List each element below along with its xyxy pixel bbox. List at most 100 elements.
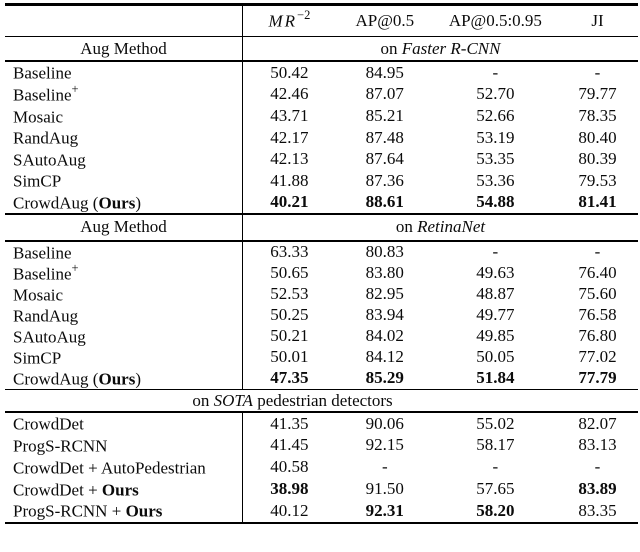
value-cell-ji: 79.77 (578, 84, 617, 104)
table-row: Baseline 50.42 84.95 - - (5, 62, 638, 84)
method-superscript: + (71, 261, 79, 275)
value-cell-ji: 80.39 (578, 149, 617, 169)
value-cell-ap05: 83.80 (365, 263, 404, 283)
method-superscript: + (71, 83, 79, 97)
value-cell-ji: 76.58 (578, 305, 617, 325)
method-name: CrowdDet + (13, 480, 102, 500)
banner-italic: SOTA (213, 390, 253, 410)
value-cells: 50.65 83.80 49.63 76.40 (242, 262, 638, 284)
value-cells: 52.53 82.95 48.87 75.60 (242, 283, 638, 305)
section-sota-detectors: CrowdDet 41.35 90.06 55.02 82.07 ProgS-RCNN… (5, 412, 638, 522)
value-cell-ji: 83.89 (578, 478, 617, 498)
table-row: SAutoAug 42.13 87.64 53.35 80.39 (5, 148, 638, 170)
value-cell-ap05: 80.83 (365, 242, 404, 262)
value-cells: 40.21 88.61 54.88 81.41 (242, 191, 638, 214)
value-cell-ji: 81.41 (578, 192, 617, 212)
method-cell: Baseline+ (5, 262, 242, 285)
section-title-prefix: on (380, 38, 402, 58)
table-row: CrowdDet 41.35 90.06 55.02 82.07 (5, 412, 638, 435)
column-header-row: MR−2 AP@0.5 AP@0.5:0.95 JI (5, 5, 638, 36)
value-cell-ap05095: 52.66 (476, 105, 515, 125)
value-cell-mr: 63.33 (270, 242, 309, 262)
method-name: CrowdDet + AutoPedestrian (13, 458, 206, 478)
value-cells: 41.45 92.15 58.17 83.13 (242, 434, 638, 457)
value-cell-ap05095: 58.20 (476, 500, 515, 520)
method-name: CrowdAug ( (13, 193, 99, 213)
method-cell: RandAug (5, 304, 242, 327)
table-row: SAutoAug 50.21 84.02 49.85 76.80 (5, 325, 638, 348)
method-name: Mosaic (13, 107, 64, 127)
method-name: Mosaic (13, 285, 64, 305)
value-cell-ji: 77.02 (578, 347, 617, 367)
value-cells: 47.35 85.29 51.84 77.79 (242, 367, 638, 389)
horizontal-rule-bottom (5, 521, 638, 525)
value-cell-ji: 76.80 (578, 326, 617, 346)
col-header-ap05: AP@0.5 (355, 10, 415, 30)
method-name-bold: Ours (125, 502, 163, 522)
method-name: ProgS-RCNN (13, 436, 108, 456)
method-cell: CrowdDet (5, 412, 242, 435)
table-row: Baseline+ 42.46 87.07 52.70 79.77 (5, 83, 638, 106)
col-header-mr: MR−2 (243, 8, 336, 32)
value-cell-ap05095: 49.77 (476, 305, 515, 325)
value-cell-ap05: 85.29 (365, 368, 404, 388)
method-cell: SAutoAug (5, 148, 242, 171)
sota-section-banner: on SOTA pedestrian detectors (0, 391, 609, 411)
value-cell-ap05: 84.95 (365, 62, 404, 82)
method-cell: CrowdDet + AutoPedestrian (5, 456, 242, 479)
value-cell-mr: 47.35 (270, 368, 309, 388)
table-row: CrowdDet + Ours 38.98 91.50 57.65 83.89 (5, 478, 638, 500)
value-cell-ap05095: 53.36 (476, 170, 515, 190)
method-cell: SAutoAug (5, 325, 242, 348)
value-cell-ji: 83.35 (578, 500, 617, 520)
banner-prefix: on (192, 390, 214, 410)
value-cell-ap05: 85.21 (365, 105, 404, 125)
value-cells: 50.01 84.12 50.05 77.02 (242, 346, 638, 368)
method-cell: Baseline (5, 61, 242, 84)
value-cell-ji: 78.35 (578, 105, 617, 125)
value-cells: 63.33 80.83 - - (242, 241, 638, 263)
table-row: CrowdAug (Ours) 47.35 85.29 51.84 77.79 (5, 367, 638, 389)
value-cell-ap05: 84.02 (365, 326, 404, 346)
section-faster-rcnn: Baseline 50.42 84.95 - - Baseline+ 42.46 87.… (5, 62, 638, 214)
value-cells: 50.42 84.95 - - (242, 62, 638, 84)
value-cell-mr: 40.12 (270, 500, 309, 520)
table-row: RandAug 42.17 87.48 53.19 80.40 (5, 126, 638, 149)
value-cell-ap05095: 57.65 (476, 478, 515, 498)
method-name: RandAug (13, 128, 79, 148)
value-cell-mr: 50.01 (270, 347, 309, 367)
value-cells: 41.88 87.36 53.36 79.53 (242, 169, 638, 192)
value-cell-mr: 50.65 (270, 263, 309, 283)
value-cell-ap05095: 53.19 (476, 127, 515, 147)
horizontal-rule (5, 35, 638, 37)
table-row: Mosaic 43.71 85.21 52.66 78.35 (5, 105, 638, 127)
section-retinanet: Baseline 63.33 80.83 - - Baseline+ 50.65 83.… (5, 241, 638, 389)
value-cell-ap05: 87.36 (365, 170, 404, 190)
value-cell-ap05095: - (492, 242, 499, 262)
value-cell-ap05: 82.95 (365, 284, 404, 304)
value-cells: 42.17 87.48 53.19 80.40 (242, 126, 638, 149)
value-cells: 50.21 84.02 49.85 76.80 (242, 325, 638, 347)
method-name-bold: Ours (98, 369, 136, 389)
value-cell-ji: 75.60 (578, 284, 617, 304)
section-title-cell: on Faster R-CNN (242, 37, 638, 60)
value-cell-ap05: 91.50 (365, 478, 404, 498)
horizontal-rule (5, 239, 638, 242)
value-cell-mr: 41.45 (270, 435, 309, 455)
section-title-model: Faster R-CNN (401, 38, 501, 58)
sota-section-banner-row: on SOTA pedestrian detectors (5, 390, 638, 411)
value-cell-ji: 79.53 (578, 170, 617, 190)
value-cell-ji: - (594, 457, 601, 477)
method-name: Baseline (13, 85, 72, 105)
value-cells: 50.25 83.94 49.77 76.58 (242, 304, 638, 326)
value-cells: 41.35 90.06 55.02 82.07 (242, 412, 638, 435)
value-cell-ap05095: 49.85 (476, 326, 515, 346)
value-cell-mr: 38.98 (270, 478, 309, 498)
col-header-ji: JI (591, 10, 604, 30)
value-cell-ap05: 87.07 (365, 84, 404, 104)
mr-exponent: −2 (297, 8, 311, 23)
section-title-prefix: on (395, 217, 418, 237)
horizontal-rule (5, 411, 638, 413)
table-row: SimCP 50.01 84.12 50.05 77.02 (5, 346, 638, 368)
